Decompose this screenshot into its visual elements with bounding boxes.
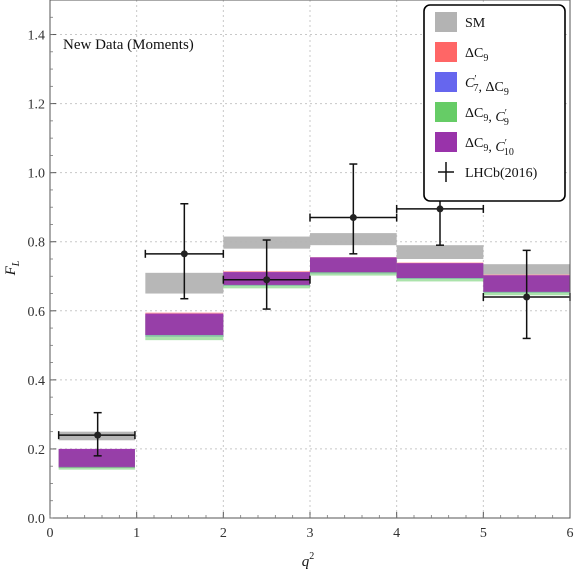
y-axis-label-base: F xyxy=(3,265,19,276)
x-axis-label-exponent: 2 xyxy=(309,551,314,562)
x-axis-label: q2 xyxy=(302,551,315,570)
y-tick-label-5: 1.0 xyxy=(28,167,46,182)
y-tick-label-1: 0.2 xyxy=(28,443,46,458)
y-tick-label-7: 1.4 xyxy=(28,29,46,44)
legend-swatch-2 xyxy=(435,72,457,92)
data-point-1 xyxy=(144,202,225,300)
plot-annotation: New Data (Moments) xyxy=(63,37,194,53)
x-tick-label-5: 5 xyxy=(480,526,487,541)
band-4-bin-4 xyxy=(396,263,484,278)
y-tick-label-2: 0.4 xyxy=(28,374,46,389)
data-point-2 xyxy=(222,239,311,310)
legend-swatch-0 xyxy=(435,12,457,32)
data-marker-2 xyxy=(263,276,271,284)
band-4-bin-0 xyxy=(58,448,135,467)
legend-swatch-4 xyxy=(435,132,457,152)
legend-box xyxy=(423,4,566,202)
data-point-3 xyxy=(309,163,398,255)
band-4-bin-1 xyxy=(145,313,224,335)
legend-label-1: ΔC9 xyxy=(465,46,488,64)
legend-swatch-measurement xyxy=(438,162,454,182)
grid-lines xyxy=(50,0,570,518)
y-tick-label-6: 1.2 xyxy=(28,98,46,113)
legend-label-2: C′ 7, ΔC9 xyxy=(465,74,509,98)
data-marker-3 xyxy=(349,214,357,222)
band-0-bin-4 xyxy=(396,245,484,259)
y-tick-label-4: 0.8 xyxy=(28,236,46,251)
x-tick-label-2: 2 xyxy=(220,526,227,541)
legend-swatch-1 xyxy=(435,42,457,62)
data-marker-5 xyxy=(523,293,531,301)
data-marker-1 xyxy=(180,250,188,258)
y-tick-label-0: 0.0 xyxy=(28,512,46,527)
x-tick-label-1: 1 xyxy=(133,526,140,541)
x-tick-label-0: 0 xyxy=(47,526,54,541)
x-axis-label-base: q xyxy=(302,554,310,570)
legend-label-4: ΔC9, C′ 10 xyxy=(465,136,514,158)
x-tick-label-6: 6 xyxy=(567,526,574,541)
legend-label-0: SM xyxy=(465,16,486,31)
x-tick-label-4: 4 xyxy=(393,526,400,541)
y-axis-label-subscript: L xyxy=(11,260,22,267)
band-4-bin-3 xyxy=(310,257,397,273)
legend-label-measurement: LHCb(2016) xyxy=(465,166,538,181)
x-tick-label-3: 3 xyxy=(307,526,314,541)
data-marker-0 xyxy=(94,431,102,439)
legend-swatch-3 xyxy=(435,102,457,122)
data-point-0 xyxy=(57,411,136,457)
x-axis-ticks: 0 1 2 3 4 5 6 xyxy=(47,512,574,541)
y-axis-label: FL xyxy=(3,260,22,276)
legend: SM ΔC9 C′ 7, ΔC9 ΔC9, C′ 9 ΔC9, C′ 10 LHCb(2016) xyxy=(423,4,566,202)
y-axis-ticks: 0.0 0.2 0.4 0.6 0.8 1.0 1.2 1.4 xyxy=(28,16,56,527)
legend-label-3: ΔC9, C′ 9 xyxy=(465,106,509,128)
data-marker-4 xyxy=(436,205,444,213)
y-tick-label-3: 0.6 xyxy=(28,305,46,320)
